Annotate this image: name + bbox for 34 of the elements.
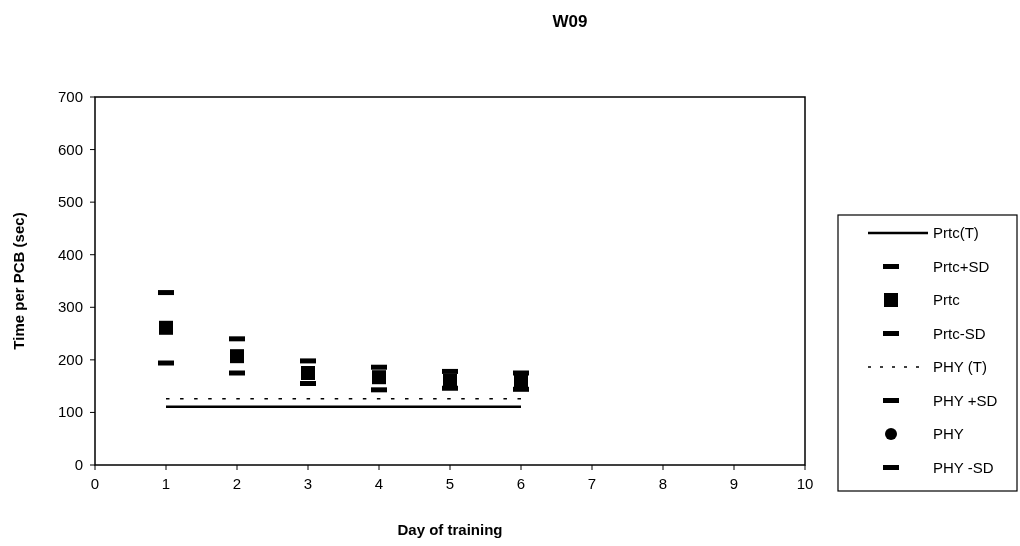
y-tick-label: 100 <box>57 403 83 421</box>
legend-label: Prtc(T) <box>933 224 979 241</box>
legend-label: Prtc <box>933 291 961 308</box>
y-tick-label: 0 <box>74 456 83 473</box>
x-tick-label: 4 <box>374 475 384 492</box>
y-tick-label: 200 <box>57 350 83 368</box>
legend-label: Prtc+SD <box>933 257 990 275</box>
x-tick-label: 3 <box>303 475 313 492</box>
point <box>159 320 173 335</box>
y-axis-title: Time per PCB (sec) <box>10 212 27 350</box>
x-tick-label: 10 <box>796 475 814 492</box>
x-tick-label: 5 <box>445 475 455 492</box>
legend-label: PHY +SD <box>933 391 998 409</box>
x-tick-label: 8 <box>658 475 668 492</box>
legend-label: PHY <box>933 425 964 442</box>
legend-label: Prtc-SD <box>933 324 986 342</box>
x-tick-label: 1 <box>161 475 171 492</box>
x-tick-label: 0 <box>90 475 100 492</box>
legend-label: PHY -SD <box>933 458 994 476</box>
y-tick-label: 500 <box>57 193 83 211</box>
x-tick-label: 9 <box>729 475 739 492</box>
y-tick-label: 400 <box>57 245 83 263</box>
point <box>230 349 244 364</box>
y-tick-label: 700 <box>57 88 83 105</box>
x-tick-label: 7 <box>587 475 597 492</box>
point <box>372 370 386 385</box>
y-tick-label: 300 <box>57 298 83 316</box>
x-tick-label: 6 <box>516 475 526 492</box>
x-tick-label: 2 <box>232 475 242 492</box>
y-tick-label: 600 <box>57 140 83 158</box>
legend-label: PHY (T) <box>933 358 987 375</box>
x-axis-title: Day of training <box>397 521 503 538</box>
chart-title: W09 <box>552 12 588 31</box>
point <box>301 366 315 380</box>
